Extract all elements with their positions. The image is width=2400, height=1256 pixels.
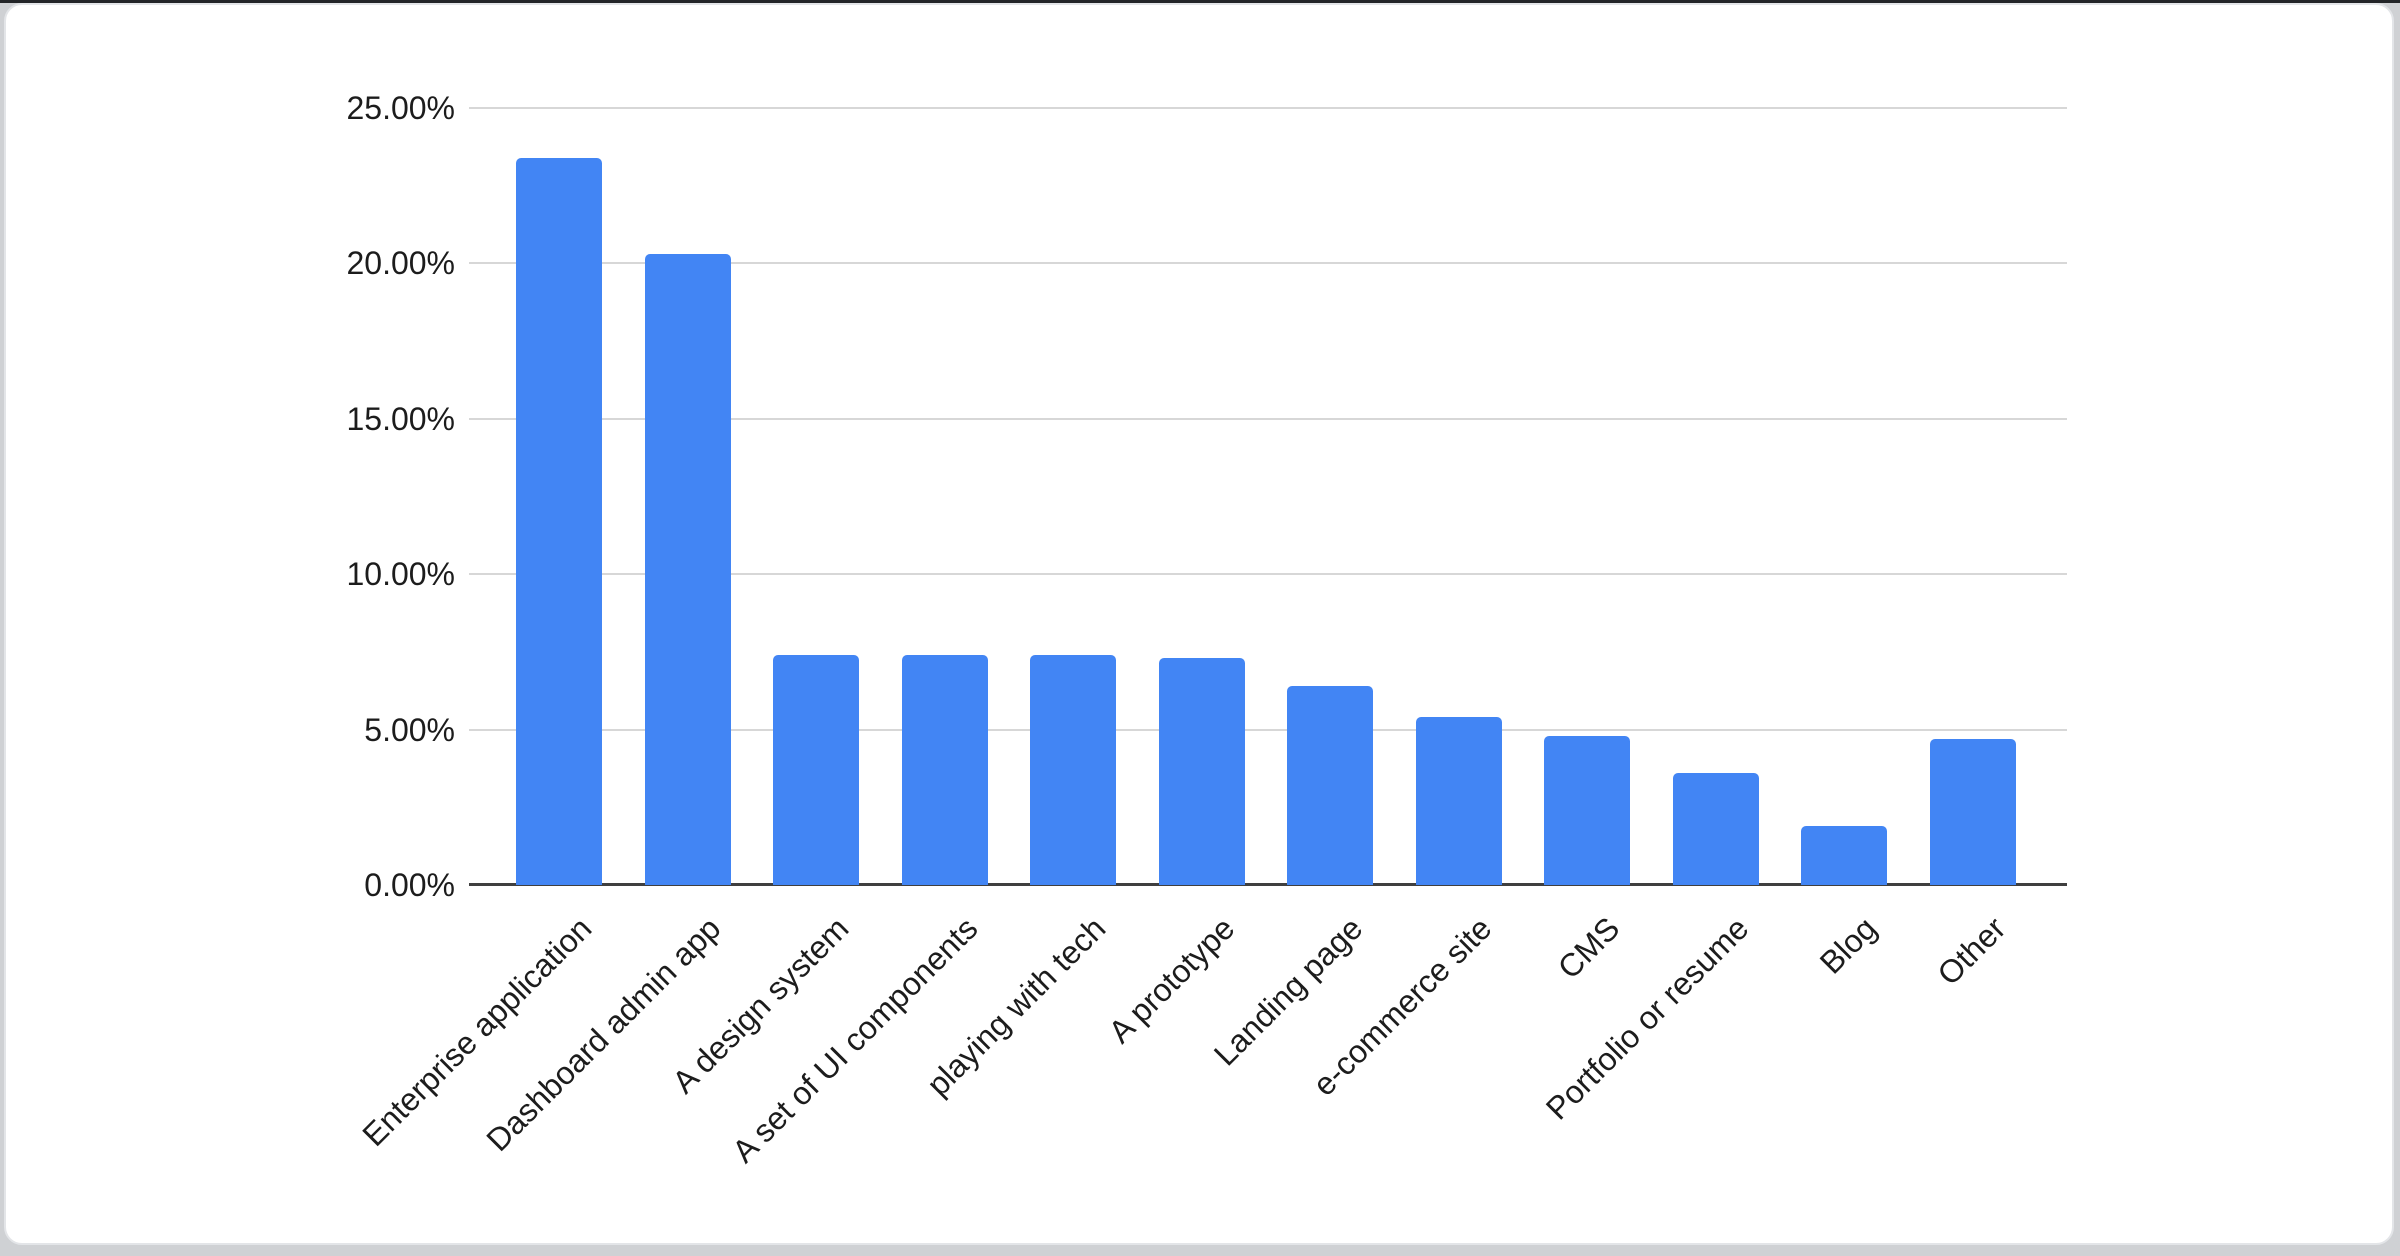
- bar-dashboard-admin-app[interactable]: [644, 254, 731, 885]
- bar-enterprise-application[interactable]: [516, 157, 603, 885]
- y-tick-label: 5.00%: [364, 711, 455, 748]
- y-tick-label: 20.00%: [346, 245, 455, 282]
- page-top-edge: [0, 0, 2400, 3]
- bar-a-prototype[interactable]: [1158, 658, 1245, 885]
- gridline-5.00%: [469, 728, 2067, 731]
- bar-a-set-of-ui-components[interactable]: [901, 655, 988, 885]
- plot-area: [469, 107, 2067, 886]
- y-axis-labels: 25.00% 20.00% 15.00% 10.00% 5.00% 0.00%: [6, 5, 455, 1243]
- bar-other[interactable]: [1929, 738, 2016, 885]
- bar-slot-enterprise-application: [495, 108, 624, 885]
- bar-e-commerce-site[interactable]: [1415, 717, 1502, 885]
- chart-card: 25.00% 20.00% 15.00% 10.00% 5.00% 0.00% Enter…: [4, 3, 2394, 1245]
- bar-cms[interactable]: [1544, 735, 1631, 885]
- y-tick-label: 25.00%: [346, 90, 455, 126]
- bar-slot-playing-with-tech: [1009, 108, 1138, 885]
- bar-landing-page[interactable]: [1287, 686, 1374, 885]
- bar-slot-blog: [1780, 108, 1909, 885]
- bar-slot-landing-page: [1266, 108, 1395, 885]
- bar-slot-dashboard-admin-app: [624, 108, 753, 885]
- bar-slot-portfolio-or-resume: [1652, 108, 1781, 885]
- y-tick-label: 15.00%: [346, 400, 455, 437]
- bar-slot-e-commerce-site: [1395, 108, 1524, 885]
- x-axis-line: [469, 883, 2067, 886]
- gridline-25.00%: [469, 107, 2067, 109]
- gridline-15.00%: [469, 417, 2067, 420]
- bar-slot-a-set-of-ui-components: [881, 108, 1010, 885]
- x-axis-labels: Enterprise application Dashboard admin ap…: [6, 5, 2392, 1243]
- gridline-20.00%: [469, 262, 2067, 265]
- y-tick-label: 10.00%: [346, 556, 455, 593]
- gridline-10.00%: [469, 573, 2067, 576]
- y-tick-label: 0.00%: [364, 867, 455, 903]
- bar-slot-a-prototype: [1138, 108, 1267, 885]
- bar-slot-a-design-system: [752, 108, 881, 885]
- bar-portfolio-or-resume[interactable]: [1672, 773, 1759, 885]
- bar-slot-cms: [1523, 108, 1652, 885]
- bar-blog[interactable]: [1801, 825, 1888, 885]
- bar-a-design-system[interactable]: [773, 655, 860, 885]
- bar-playing-with-tech[interactable]: [1030, 655, 1117, 885]
- bar-series: [495, 108, 2037, 885]
- bar-slot-other: [1909, 108, 2038, 885]
